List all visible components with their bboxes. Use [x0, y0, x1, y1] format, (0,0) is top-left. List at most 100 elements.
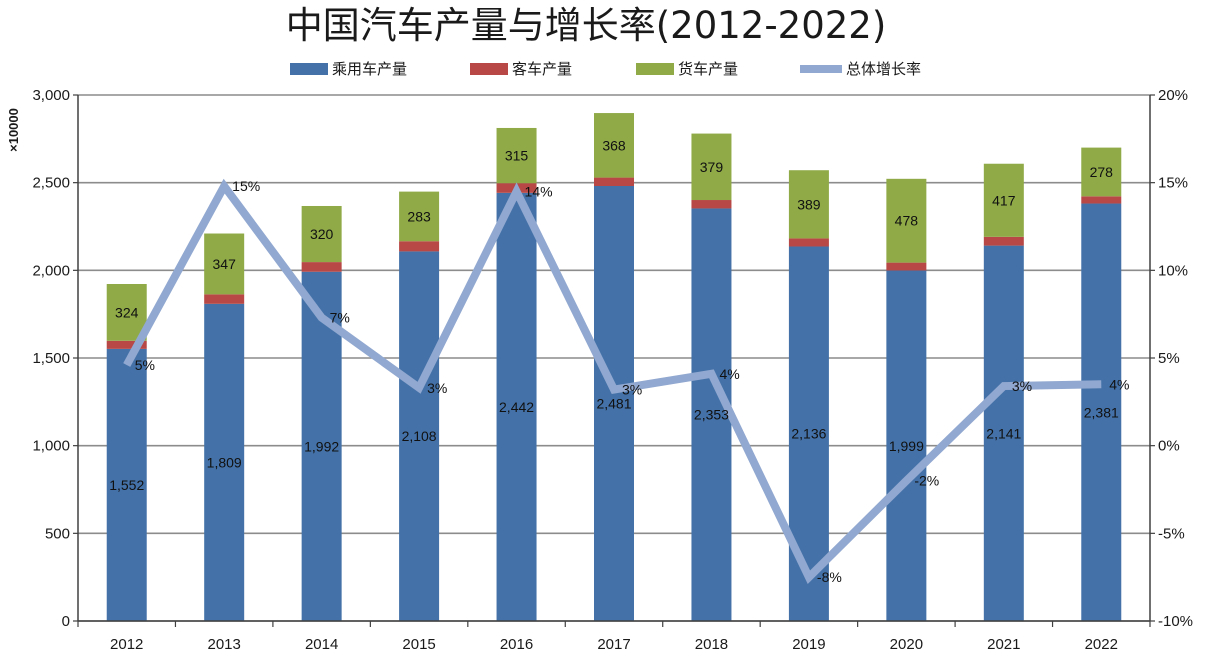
- growth-value-label: 4%: [719, 366, 739, 382]
- y-tick-label: 2,000: [32, 262, 70, 279]
- bar-segment: [983, 163, 1024, 237]
- y-tick-label: 2,500: [32, 175, 70, 192]
- x-tick-label: 2021: [987, 636, 1020, 653]
- truck-value-label: 379: [700, 159, 724, 175]
- x-tick-label: 2017: [597, 636, 630, 653]
- y-tick-label: 500: [45, 525, 70, 542]
- truck-value-label: 278: [1090, 164, 1114, 180]
- x-tick-label: 2012: [110, 636, 143, 653]
- truck-value-label: 283: [407, 208, 431, 224]
- y-tick-label: 1,500: [32, 350, 70, 367]
- truck-value-label: 315: [505, 148, 529, 164]
- bar-segment: [106, 348, 147, 621]
- bar-segment: [594, 185, 634, 622]
- bar-segment: [1081, 203, 1122, 622]
- bar-segment: [204, 294, 245, 304]
- bar-segment: [1081, 196, 1122, 204]
- bar-segment: [983, 236, 1024, 246]
- bar-segment: [691, 208, 732, 621]
- y2-tick-label: -5%: [1158, 525, 1185, 542]
- growth-value-label: 5%: [135, 357, 155, 373]
- passenger-value-label: 2,481: [596, 395, 631, 411]
- bar-segment: [886, 178, 927, 263]
- bar-segment: [399, 241, 440, 252]
- tick-labels: 0 500 1,000 1,500 2,000 2,500 3,000 -10% -5% 0% 5%…: [32, 87, 1193, 653]
- bar-segment: [496, 192, 537, 621]
- bar-segment: [594, 113, 634, 178]
- bar-segment: [788, 238, 829, 247]
- bar-segment: [301, 262, 342, 272]
- growth-value-label: 3%: [1012, 378, 1032, 394]
- bar-segment: [691, 200, 732, 209]
- bar-segment: [496, 127, 537, 184]
- bar-segment: [301, 205, 342, 263]
- truck-value-label: 389: [797, 196, 821, 212]
- y-axis-unit: ×10000: [6, 108, 21, 152]
- truck-value-label: 320: [310, 226, 334, 242]
- bar-segment: [399, 251, 440, 621]
- chart-title: 中国汽车产量与增长率(2012-2022): [286, 4, 887, 47]
- passenger-value-label: 2,353: [694, 407, 729, 423]
- y2-tick-label: 5%: [1158, 350, 1180, 367]
- legend: 乘用车产量 客车产量 货车产量 总体增长率: [290, 60, 921, 78]
- passenger-value-label: 2,442: [499, 399, 534, 415]
- growth-value-label: 3%: [427, 380, 447, 396]
- growth-value-label: 7%: [330, 310, 350, 326]
- bar-segment: [788, 170, 829, 239]
- legend-swatch: [470, 63, 508, 75]
- growth-value-label: 15%: [232, 178, 260, 194]
- bar-segment: [399, 191, 440, 242]
- x-tick-label: 2013: [207, 636, 240, 653]
- legend-label: 总体增长率: [846, 60, 921, 78]
- passenger-value-label: 2,136: [791, 426, 826, 442]
- y2-tick-label: 10%: [1158, 262, 1188, 279]
- bar-segment: [983, 245, 1024, 621]
- truck-value-label: 478: [895, 213, 919, 229]
- growth-value-label: 4%: [1109, 376, 1129, 392]
- legend-label: 货车产量: [678, 60, 738, 78]
- passenger-value-label: 1,999: [889, 438, 924, 454]
- legend-label: 乘用车产量: [332, 60, 407, 78]
- x-tick-label: 2019: [792, 636, 825, 653]
- bar-segment: [886, 262, 927, 271]
- x-tick-label: 2022: [1085, 636, 1118, 653]
- truck-value-label: 324: [115, 304, 139, 320]
- bar-segment: [204, 303, 245, 621]
- truck-value-label: 417: [992, 192, 1016, 208]
- passenger-value-label: 1,552: [109, 477, 144, 493]
- y-tick-label: 1,000: [32, 438, 70, 455]
- x-tick-label: 2015: [402, 636, 435, 653]
- bar-segment: [106, 340, 147, 349]
- growth-value-label: 14%: [525, 183, 553, 199]
- legend-label: 客车产量: [512, 60, 572, 78]
- data-labels: 1,552 324 5% 1,809 347 15% 1,992 320 7% 2,108 283 3…: [109, 137, 1129, 585]
- truck-value-label: 368: [602, 137, 626, 153]
- legend-swatch: [290, 63, 328, 75]
- legend-swatch: [636, 63, 674, 75]
- y2-tick-label: 15%: [1158, 175, 1188, 192]
- y2-tick-label: 20%: [1158, 87, 1188, 104]
- bar-segment: [691, 133, 732, 201]
- x-tick-label: 2020: [890, 636, 923, 653]
- y2-tick-label: 0%: [1158, 438, 1180, 455]
- x-tick-label: 2018: [695, 636, 728, 653]
- truck-value-label: 347: [213, 256, 237, 272]
- y-tick-label: 3,000: [32, 87, 70, 104]
- axes: [73, 94, 1155, 627]
- passenger-value-label: 2,141: [986, 425, 1021, 441]
- bar-segment: [106, 284, 147, 341]
- y2-tick-label: -10%: [1158, 613, 1193, 630]
- bar-segment: [594, 177, 634, 186]
- passenger-value-label: 1,992: [304, 438, 339, 454]
- passenger-value-label: 1,809: [207, 454, 242, 470]
- growth-value-label: -8%: [817, 569, 842, 585]
- passenger-value-label: 2,108: [402, 428, 437, 444]
- growth-line: [123, 178, 1102, 584]
- growth-value-label: -2%: [914, 473, 939, 489]
- growth-rate-line: [123, 178, 1102, 584]
- passenger-value-label: 2,381: [1084, 404, 1119, 420]
- bar-segment: [1081, 147, 1122, 197]
- bar-segment: [204, 233, 245, 295]
- growth-value-label: 3%: [622, 382, 642, 398]
